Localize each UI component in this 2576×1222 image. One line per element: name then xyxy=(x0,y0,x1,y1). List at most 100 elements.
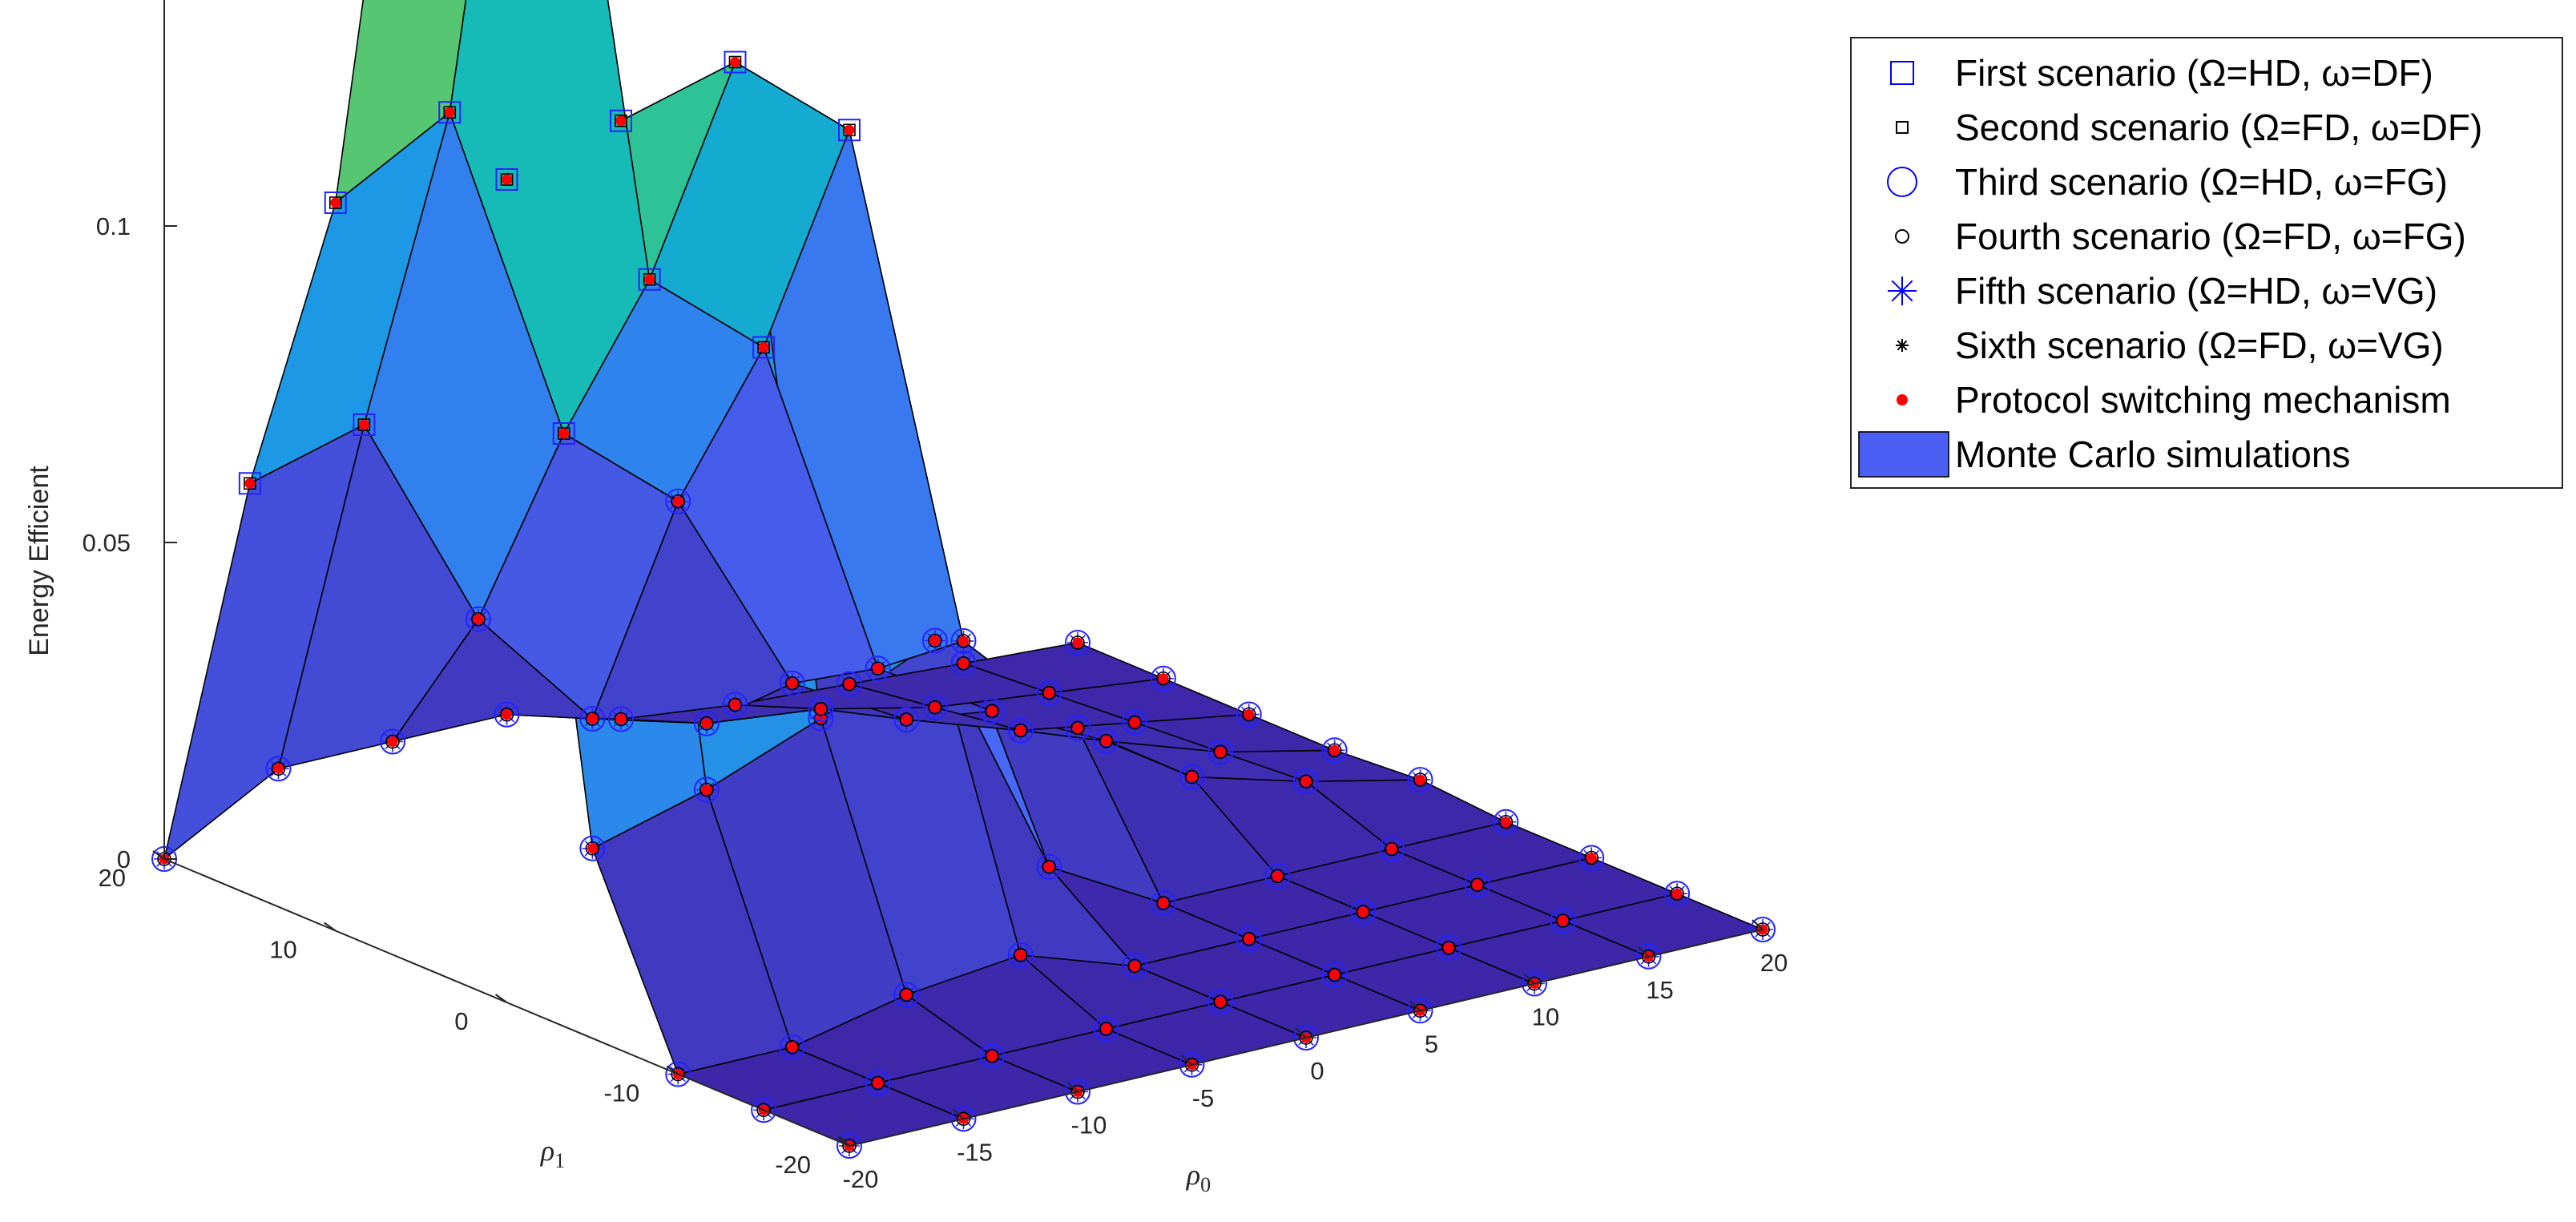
x-tick xyxy=(1637,946,1650,958)
data-point xyxy=(779,670,805,696)
legend-entry: Second scenario (Ω=FD, ω=DF) xyxy=(1896,107,2482,148)
data-point xyxy=(1293,768,1319,795)
data-point xyxy=(921,694,948,720)
data-point xyxy=(608,706,634,732)
data-point xyxy=(1007,942,1034,968)
data-point xyxy=(722,692,748,718)
data-point xyxy=(324,192,347,214)
data-point xyxy=(838,119,861,142)
x-tick-label: -5 xyxy=(1192,1084,1215,1112)
data-point xyxy=(950,628,977,654)
x-tick xyxy=(1295,1027,1307,1038)
x-tick xyxy=(1180,1055,1193,1066)
z-tick-label: 0.05 xyxy=(83,529,131,557)
legend-label: Sixth scenario (Ω=FD, ω=VG) xyxy=(1955,325,2444,366)
legend-marker xyxy=(1887,167,1917,197)
z-tick-label: 0 xyxy=(117,845,131,873)
x-tick xyxy=(1409,1000,1421,1011)
data-point xyxy=(1407,767,1433,793)
data-point xyxy=(1093,728,1119,754)
surface-plot xyxy=(163,0,1764,1147)
legend-label: Third scenario (Ω=HD, ω=FG) xyxy=(1955,161,2448,203)
y-tick-label: -10 xyxy=(603,1079,639,1107)
legend-marker xyxy=(1897,394,1908,405)
data-point xyxy=(1093,1016,1119,1042)
data-point xyxy=(1493,809,1519,835)
legend-entry: Third scenario (Ω=HD, ω=FG) xyxy=(1887,161,2448,203)
legend-entry: Sixth scenario (Ω=FD, ω=VG) xyxy=(1896,325,2444,366)
data-point xyxy=(495,168,518,191)
data-point xyxy=(665,488,691,514)
x-tick-label: -15 xyxy=(957,1138,993,1166)
legend-marker xyxy=(1888,276,1917,305)
legend-entry: Fifth scenario (Ω=HD, ω=VG) xyxy=(1888,270,2437,312)
data-point xyxy=(1150,665,1176,692)
data-point xyxy=(979,1043,1006,1069)
x-tick xyxy=(1066,1081,1078,1093)
x-axis-label: ρ0 xyxy=(1186,1159,1211,1196)
data-point xyxy=(1350,899,1377,925)
legend-entry: First scenario (Ω=HD, ω=DF) xyxy=(1890,52,2433,94)
x-tick-label: 20 xyxy=(1760,949,1788,977)
data-point xyxy=(1464,872,1490,898)
data-point xyxy=(238,472,261,495)
data-point xyxy=(1436,934,1462,961)
legend-marker xyxy=(1895,229,1909,244)
legend-marker xyxy=(1896,121,1909,134)
data-point xyxy=(693,710,720,736)
data-point xyxy=(1122,953,1148,979)
data-point xyxy=(438,101,462,124)
legend-entry: Protocol switching mechanism xyxy=(1897,379,2451,421)
x-tick-label: -20 xyxy=(843,1165,879,1193)
y-axis-label: ρ1 xyxy=(540,1135,565,1172)
data-point xyxy=(921,627,948,654)
data-point xyxy=(1179,764,1205,790)
legend-label: Second scenario (Ω=FD, ω=DF) xyxy=(1955,107,2482,148)
x-tick-label: 15 xyxy=(1646,976,1673,1004)
legend-entry: Fourth scenario (Ω=FD, ω=FG) xyxy=(1895,216,2466,257)
data-point xyxy=(836,671,862,697)
data-point xyxy=(552,422,575,445)
data-point xyxy=(494,701,520,728)
x-tick-label: 10 xyxy=(1532,1003,1559,1031)
y-tick-label: -20 xyxy=(775,1151,811,1179)
data-point xyxy=(752,336,776,359)
legend-marker xyxy=(1896,339,1909,352)
legend-box xyxy=(1850,37,2563,489)
data-point xyxy=(979,698,1006,724)
data-point xyxy=(638,268,661,291)
legend-label: Fifth scenario (Ω=HD, ω=VG) xyxy=(1955,270,2437,312)
x-tick-label: 5 xyxy=(1425,1030,1438,1058)
legend: First scenario (Ω=HD, ω=DF) Second scenar… xyxy=(1850,37,2563,489)
data-point xyxy=(1007,717,1034,744)
data-point xyxy=(610,109,632,132)
legend-marker xyxy=(1858,431,1949,478)
data-point xyxy=(1236,926,1262,952)
data-point xyxy=(808,696,834,722)
legend-label: First scenario (Ω=HD, ω=DF) xyxy=(1955,52,2433,94)
data-point xyxy=(1150,890,1176,916)
data-point xyxy=(1207,989,1234,1015)
data-point xyxy=(1321,962,1348,988)
data-point xyxy=(1578,845,1605,871)
data-point xyxy=(1236,701,1262,728)
data-point xyxy=(465,606,491,632)
data-point xyxy=(950,650,977,676)
data-point xyxy=(893,706,920,732)
data-point xyxy=(865,1070,891,1096)
legend-marker xyxy=(1890,61,1914,85)
x-tick xyxy=(952,1108,965,1119)
legend-entry: Monte Carlo simulations xyxy=(1858,431,2350,478)
data-point xyxy=(1378,836,1405,862)
legend-label: Fourth scenario (Ω=FD, ω=FG) xyxy=(1955,216,2466,257)
data-point xyxy=(893,982,920,1008)
data-point xyxy=(865,655,891,682)
data-point xyxy=(1550,908,1576,934)
data-point xyxy=(1321,737,1348,764)
data-point xyxy=(579,706,606,732)
data-point xyxy=(1122,709,1148,736)
y-tick xyxy=(152,850,165,860)
x-tick-label: 0 xyxy=(1310,1057,1324,1085)
data-point xyxy=(1207,739,1234,765)
y-tick xyxy=(494,994,508,1003)
